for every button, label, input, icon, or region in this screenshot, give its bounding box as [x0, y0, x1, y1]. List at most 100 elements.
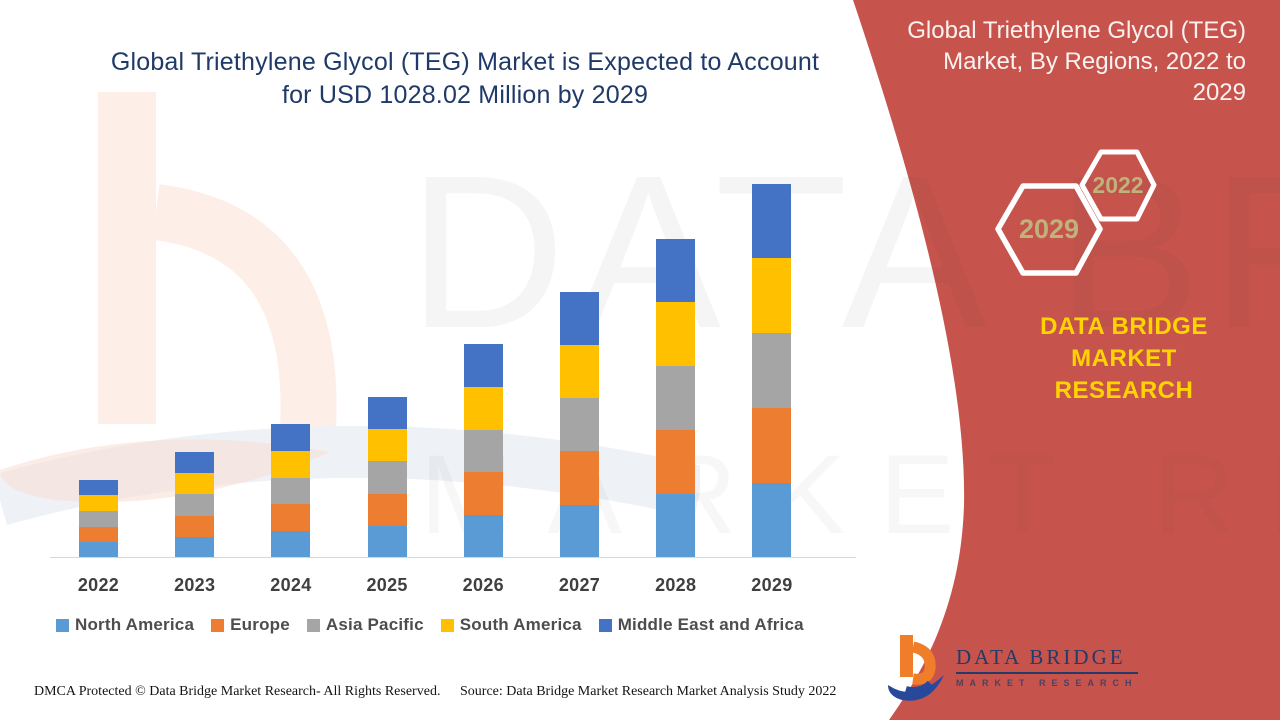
side-panel-title-line2: Market, By Regions, 2022 to	[943, 48, 1246, 75]
legend-item-middle-east-and-africa: Middle East and Africa	[598, 615, 804, 635]
bar-segment-2026-europe	[463, 472, 503, 516]
bar-segment-2023-europe	[175, 515, 215, 537]
legend-item-asia-pacific: Asia Pacific	[306, 615, 424, 635]
legend-label: South America	[459, 615, 582, 634]
bar-2028	[656, 238, 696, 558]
source-note: Source: Data Bridge Market Research Mark…	[460, 684, 837, 699]
bar-segment-2023-middle-east-and-africa	[175, 452, 215, 474]
brand-text-line1: DATA BRIDGE MARKET	[1040, 313, 1208, 372]
x-axis-label-2029: 2029	[751, 575, 793, 595]
chart-headline: Global Triethylene Glycol (TEG) Market i…	[85, 46, 845, 112]
bar-segment-2022-south-america	[79, 495, 118, 511]
bar-segment-2028-asia-pacific	[656, 366, 696, 431]
bar-2027	[560, 291, 599, 558]
watermark-b-bowl	[151, 184, 337, 430]
legend-item-north-america: North America	[56, 615, 194, 635]
bar-2029	[752, 183, 792, 558]
bar-segment-2026-north-america	[463, 515, 503, 558]
legend-swatch	[211, 618, 225, 632]
legend-label: North America	[75, 615, 195, 634]
bar-segment-2022-middle-east-and-africa	[79, 479, 118, 496]
dmca-notice: DMCA Protected © Data Bridge Market Rese…	[34, 684, 441, 699]
logo-subtitle: MARKET RESEARCH	[956, 678, 1138, 688]
bar-segment-2029-north-america	[752, 483, 792, 558]
side-panel-title-line3: 2029	[1192, 79, 1246, 106]
legend-item-south-america: South America	[440, 615, 582, 635]
x-axis-label-2027: 2027	[558, 575, 601, 595]
hexagon-2022-label: 2022	[1092, 172, 1143, 198]
chart-legend: North America Europe Asia Pacific South Ame…	[56, 615, 804, 635]
x-axis-label-2028: 2028	[655, 575, 697, 595]
bar-segment-2029-south-america	[752, 258, 792, 334]
brand-text: DATA BRIDGE MARKET RESEARCH	[1000, 311, 1248, 407]
bar-segment-2028-north-america	[656, 494, 696, 558]
legend-swatch	[440, 618, 454, 632]
bar-segment-2022-europe	[79, 526, 118, 543]
bar-segment-2025-south-america	[367, 429, 407, 462]
chart-headline-line2: for USD 1028.02 Million by 2029	[281, 81, 649, 109]
hexagon-2029: 2029	[995, 183, 1103, 276]
bar-2023	[175, 452, 215, 558]
x-axis-label-2023: 2023	[174, 575, 216, 595]
bar-segment-2025-asia-pacific	[367, 461, 407, 494]
chart-headline-line1: Global Triethylene Glycol (TEG) Market i…	[110, 48, 820, 76]
bar-segment-2024-asia-pacific	[271, 477, 311, 505]
legend-label: Middle East and Africa	[617, 615, 804, 634]
bar-segment-2028-middle-east-and-africa	[656, 238, 696, 303]
legend-item-europe: Europe	[211, 615, 290, 635]
stacked-bar-chart	[79, 183, 792, 558]
legend-label: Asia Pacific	[325, 615, 424, 634]
x-axis-label-2025: 2025	[366, 575, 408, 595]
bar-segment-2022-asia-pacific	[79, 510, 118, 527]
x-axis-label-2024: 2024	[270, 575, 312, 595]
hexagon-2022: 2022	[1079, 149, 1157, 222]
hexagon-2029-label: 2029	[1019, 214, 1079, 244]
x-axis-label-2026: 2026	[462, 575, 504, 595]
logo-name: DATA BRIDGE	[956, 645, 1138, 674]
bar-segment-2024-middle-east-and-africa	[271, 424, 311, 451]
bar-segment-2024-south-america	[271, 450, 311, 478]
bar-segment-2023-north-america	[175, 536, 215, 558]
bar-2024	[271, 424, 311, 558]
legend-swatch	[56, 618, 69, 632]
bar-segment-2027-north-america	[560, 504, 599, 558]
bar-segment-2023-asia-pacific	[175, 494, 215, 516]
watermark-text-line1: DATA BRIDGE	[408, 131, 1280, 374]
bar-segment-2027-asia-pacific	[560, 398, 599, 452]
bar-segment-2028-europe	[656, 430, 696, 495]
bar-segment-2022-north-america	[79, 542, 118, 558]
bar-segment-2029-middle-east-and-africa	[752, 183, 792, 259]
x-axis-line	[50, 557, 856, 558]
bar-2022	[79, 479, 118, 558]
legend-swatch	[598, 618, 612, 632]
bar-segment-2028-south-america	[656, 302, 696, 367]
bar-segment-2026-middle-east-and-africa	[463, 344, 503, 387]
bar-segment-2025-middle-east-and-africa	[367, 397, 407, 430]
legend-swatch	[306, 618, 320, 632]
bar-segment-2027-middle-east-and-africa	[560, 291, 599, 345]
bar-segment-2023-south-america	[175, 473, 215, 495]
x-axis-label-2022: 2022	[77, 575, 120, 595]
side-panel-title: Global Triethylene Glycol (TEG) Market, …	[906, 15, 1246, 108]
bar-2026	[463, 344, 503, 558]
data-bridge-logo-icon	[888, 635, 944, 701]
watermark-b-stem	[98, 92, 156, 424]
legend-label: Europe	[230, 615, 290, 634]
side-panel-title-line1: Global Triethylene Glycol (TEG)	[907, 17, 1246, 44]
bar-segment-2024-north-america	[271, 531, 311, 558]
bar-segment-2027-europe	[560, 451, 599, 505]
bar-segment-2026-asia-pacific	[463, 429, 503, 473]
bar-segment-2025-europe	[367, 493, 407, 526]
data-bridge-logo: DATA BRIDGE MARKET RESEARCH	[886, 633, 1138, 703]
bar-2025	[367, 397, 407, 558]
bar-segment-2026-south-america	[463, 386, 503, 430]
bar-segment-2029-europe	[752, 408, 792, 484]
bar-segment-2024-europe	[271, 504, 311, 532]
bar-segment-2029-asia-pacific	[752, 333, 792, 409]
bar-segment-2025-north-america	[367, 525, 407, 558]
brand-text-line2: RESEARCH	[1054, 377, 1194, 404]
data-bridge-logo-words: DATA BRIDGE MARKET RESEARCH	[956, 645, 1138, 688]
bar-segment-2027-south-america	[560, 344, 599, 399]
